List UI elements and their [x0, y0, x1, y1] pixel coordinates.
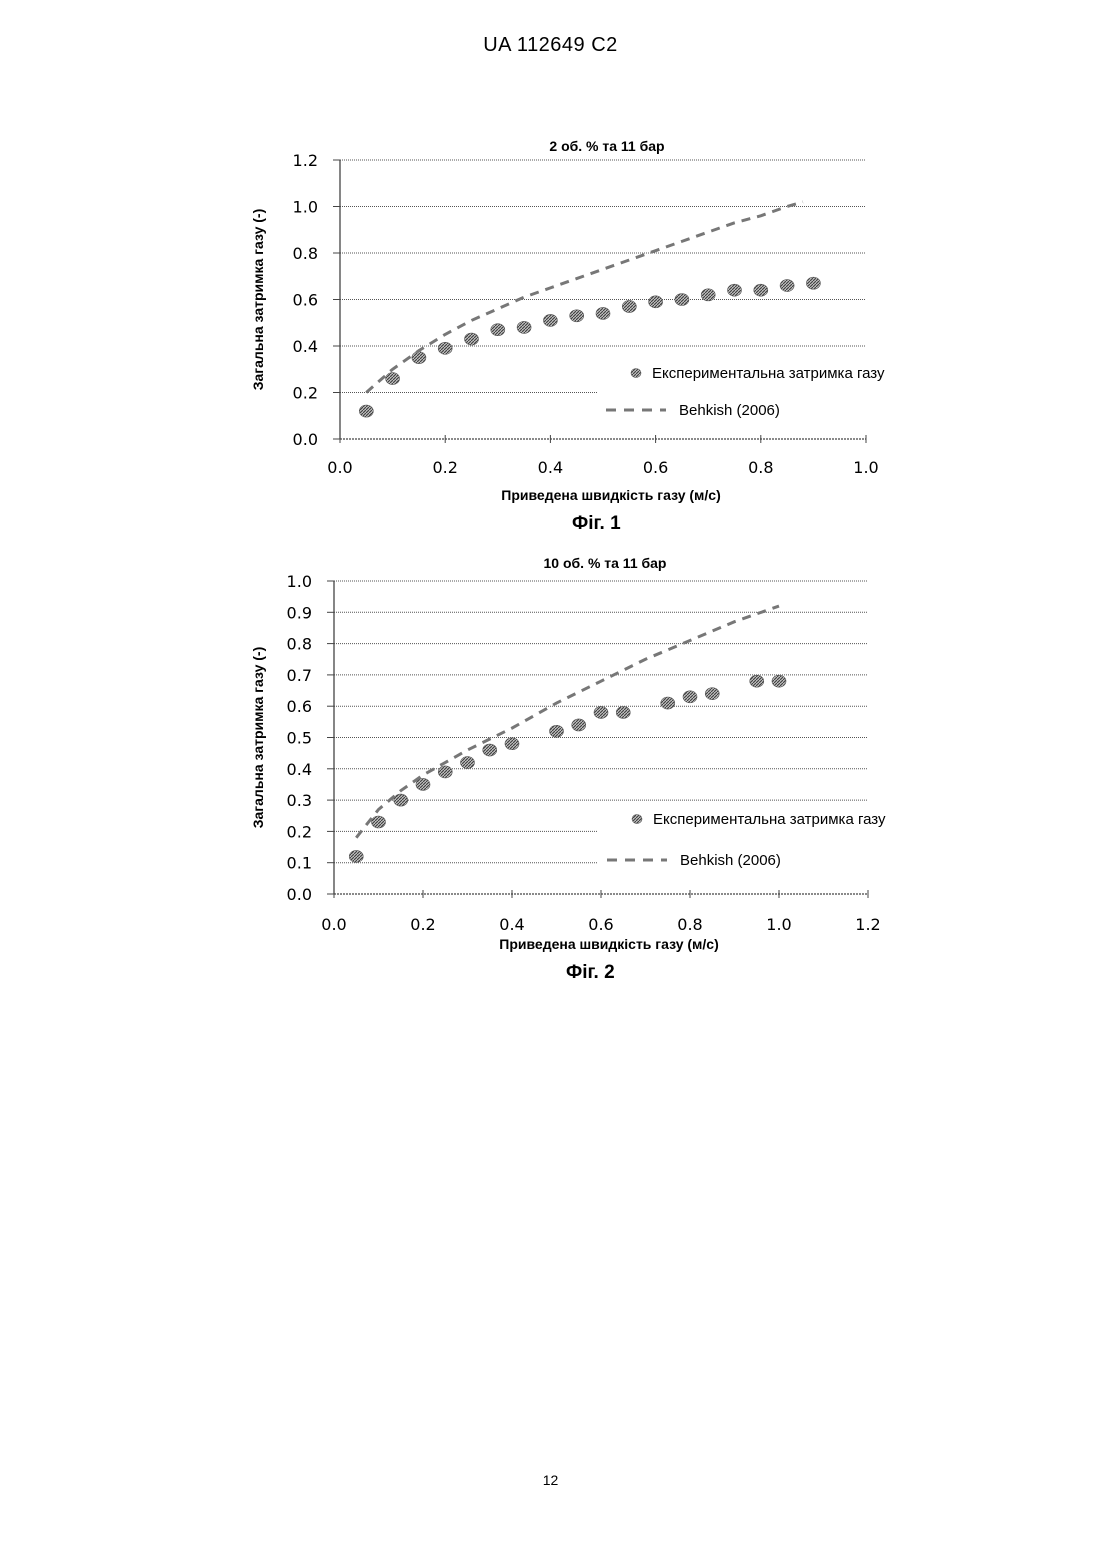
x-tick-label: 0.8	[748, 458, 773, 477]
x-tick-label: 0.4	[538, 458, 563, 477]
data-point	[483, 744, 497, 756]
legend-label-behkish: Behkish (2006)	[680, 852, 781, 869]
x-tick-label: 0.0	[321, 915, 346, 934]
y-tick-label: 0.1	[287, 854, 312, 873]
data-point	[594, 706, 608, 718]
y-tick-label: 0.5	[287, 729, 312, 748]
data-point	[683, 691, 697, 703]
data-point	[517, 321, 531, 333]
data-point	[572, 719, 586, 731]
x-tick-label: 0.0	[327, 458, 352, 477]
data-point	[412, 352, 426, 364]
data-point	[461, 757, 475, 769]
data-point	[649, 296, 663, 308]
legend-label-experimental: Експериментальна затримка газу	[652, 365, 885, 382]
data-point	[754, 284, 768, 296]
data-point	[750, 675, 764, 687]
y-tick-label: 0.6	[293, 291, 318, 310]
x-tick-label: 1.0	[766, 915, 791, 934]
data-point	[372, 816, 386, 828]
data-point	[386, 373, 400, 385]
data-point	[806, 277, 820, 289]
figure-caption-2: Фіг. 2	[566, 962, 615, 984]
data-point	[550, 725, 564, 737]
data-point	[701, 289, 715, 301]
y-tick-label: 0.7	[287, 666, 312, 685]
y-tick-label: 0.4	[293, 337, 318, 356]
data-point	[596, 307, 610, 319]
y-tick-label: 0.4	[287, 760, 312, 779]
data-point	[661, 697, 675, 709]
y-tick-label: 1.0	[287, 572, 312, 591]
x-tick-label: 1.2	[855, 915, 880, 934]
figure-caption-1: Фіг. 1	[572, 513, 621, 535]
page-number: 12	[0, 1472, 1101, 1488]
x-tick-label: 0.2	[432, 458, 457, 477]
legend-label-experimental: Експериментальна затримка газу	[653, 811, 886, 828]
chart-title: 2 об. % та 11 бар	[549, 138, 664, 154]
y-tick-label: 1.0	[293, 198, 318, 217]
y-tick-label: 0.8	[293, 244, 318, 263]
data-point	[570, 310, 584, 322]
data-point	[622, 300, 636, 312]
y-tick-label: 0.6	[287, 697, 312, 716]
y-tick-label: 1.2	[293, 151, 318, 170]
x-tick-label: 0.6	[588, 915, 613, 934]
data-point	[349, 850, 363, 862]
data-point	[394, 794, 408, 806]
y-axis-label: Загальна затримка газу (-)	[250, 647, 266, 828]
chart-1: 0.0 0.2 0.4 0.6 0.8 1.0 1.2 0.0 0.2 0.4 0.6 0.8 1.0 2…	[0, 125, 1101, 515]
x-axis-label: Приведена швидкість газу (м/с)	[501, 487, 720, 503]
x-tick-label: 0.4	[499, 915, 524, 934]
y-tick-label: 0.3	[287, 791, 312, 810]
data-point	[438, 766, 452, 778]
y-axis-label: Загальна затримка газу (-)	[250, 209, 266, 390]
x-axis-label: Приведена швидкість газу (м/с)	[499, 936, 718, 952]
legend-label-behkish: Behkish (2006)	[679, 402, 780, 419]
data-point	[675, 294, 689, 306]
x-tick-label: 0.8	[677, 915, 702, 934]
data-point	[438, 342, 452, 354]
x-tick-label: 0.2	[410, 915, 435, 934]
y-tick-label: 0.2	[293, 384, 318, 403]
y-tick-label: 0.9	[287, 603, 312, 622]
data-point	[505, 738, 519, 750]
data-point	[616, 706, 630, 718]
data-point	[465, 333, 479, 345]
data-point	[359, 405, 373, 417]
data-point	[705, 688, 719, 700]
y-tick-label: 0.0	[293, 430, 318, 449]
chart-2: 0.0 0.1 0.2 0.3 0.4 0.5 0.6 0.7 0.8 0.9 1.0 0.0 0.2 0…	[0, 548, 1101, 968]
x-tick-label: 1.0	[853, 458, 878, 477]
data-point	[772, 675, 786, 687]
legend-marker-points	[631, 369, 641, 378]
data-point	[491, 324, 505, 336]
data-point	[728, 284, 742, 296]
series-behkish-line	[356, 606, 779, 838]
y-tick-label: 0.8	[287, 635, 312, 654]
data-point	[543, 314, 557, 326]
legend-marker-points	[632, 815, 642, 824]
y-tick-label: 0.2	[287, 822, 312, 841]
x-tick-label: 0.6	[643, 458, 668, 477]
data-point	[780, 280, 794, 292]
chart-title: 10 об. % та 11 бар	[544, 555, 667, 571]
y-tick-label: 0.0	[287, 885, 312, 904]
patent-header: UA 112649 C2	[0, 34, 1101, 57]
